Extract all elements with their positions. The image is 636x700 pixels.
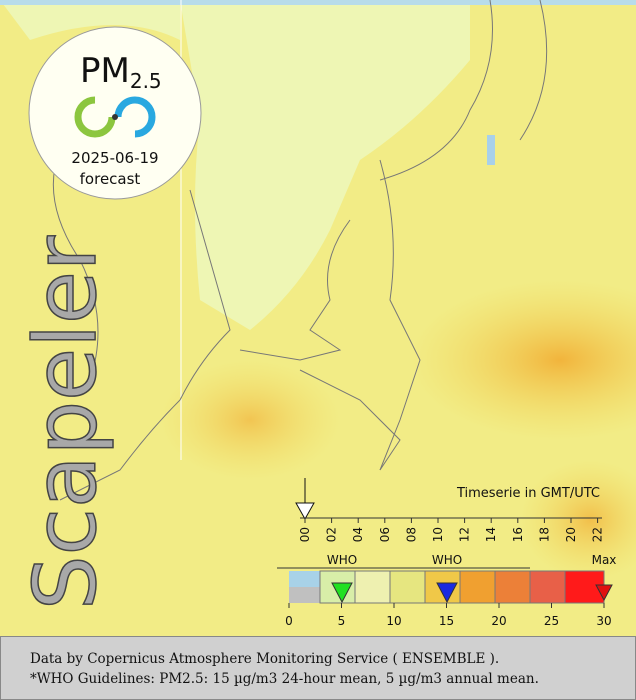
hour-label: 22	[591, 527, 605, 542]
watermark: Scapeler	[16, 235, 116, 610]
scale-label: 20	[491, 614, 506, 628]
hour-label: 18	[537, 527, 551, 542]
hour-label: 08	[404, 527, 418, 542]
borders	[52, 0, 548, 501]
badge-title: PM2.5	[80, 51, 162, 93]
sea	[180, 0, 470, 330]
scale-label: 5	[338, 614, 346, 628]
who-label: WHO	[432, 553, 462, 567]
who-label: WHO	[327, 553, 357, 567]
hour-label: 12	[458, 527, 472, 542]
who-marker	[436, 582, 458, 604]
hour-label: 06	[378, 527, 392, 542]
logo	[74, 96, 156, 138]
scale-label: 30	[596, 614, 611, 628]
who-marker	[331, 582, 353, 604]
pollution-area	[410, 280, 636, 440]
water-body	[487, 135, 495, 165]
hour-label: 14	[484, 527, 498, 542]
hour-label: 04	[351, 527, 365, 542]
badge-label: forecast	[80, 170, 141, 188]
scale-label: 10	[386, 614, 401, 628]
footer	[0, 636, 636, 700]
hour-label: 20	[564, 527, 578, 542]
max-marker	[595, 584, 613, 602]
footer-line: Data by Copernicus Atmosphere Monitoring…	[30, 651, 499, 667]
pollution-area	[160, 360, 340, 480]
scale-label: 25	[544, 614, 559, 628]
scale-label: 0	[285, 614, 293, 628]
max-label: Max	[592, 553, 617, 567]
color-scale	[289, 570, 605, 604]
pollution-area	[520, 460, 636, 580]
badge-date: 2025-06-19	[71, 149, 158, 167]
top-band	[0, 0, 636, 5]
hour-label: 02	[325, 527, 339, 542]
hour-label: 00	[298, 527, 312, 542]
timeline-title: Timeserie in GMT/UTC	[456, 486, 600, 501]
hour-label: 16	[511, 527, 525, 542]
scale-label: 15	[439, 614, 454, 628]
footer-line: *WHO Guidelines: PM2.5: 15 µg/m3 24-hour…	[30, 671, 539, 687]
sea	[0, 0, 180, 40]
time-pointer-head	[295, 502, 315, 521]
hour-label: 10	[431, 527, 445, 542]
